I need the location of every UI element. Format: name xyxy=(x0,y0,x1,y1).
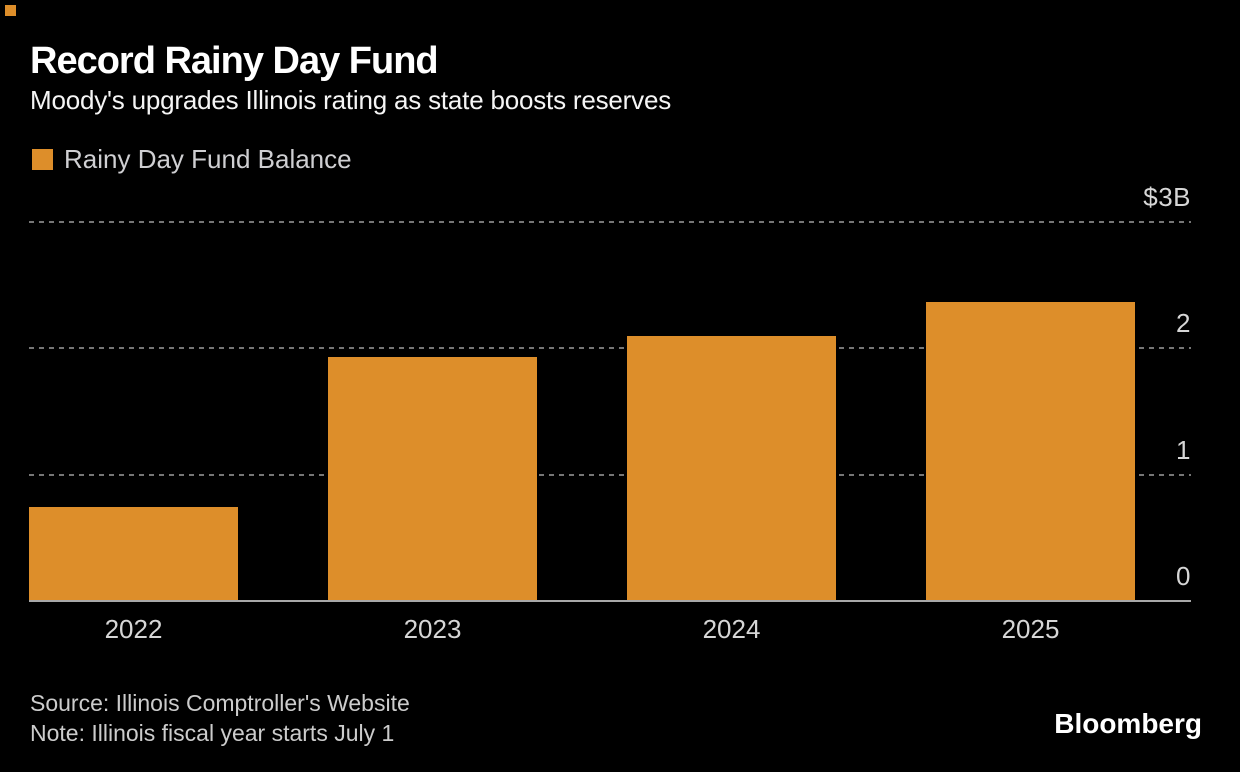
y-tick-label-3: $3B xyxy=(1143,182,1191,212)
y-tick-label-0: 0 xyxy=(1176,561,1191,591)
gridline-3 xyxy=(29,221,1191,223)
bar-2022 xyxy=(29,507,238,600)
bar-2023 xyxy=(328,357,537,600)
y-tick-label-2: 2 xyxy=(1176,308,1191,339)
gridline-1 xyxy=(29,473,1191,476)
y-tick-label-1: 1 xyxy=(1176,434,1191,465)
brand-corner-square xyxy=(5,5,16,16)
x-tick-label-2023: 2023 xyxy=(403,614,462,644)
legend-label: Rainy Day Fund Balance xyxy=(64,144,352,174)
note-line: Note: Illinois fiscal year starts July 1 xyxy=(30,720,395,746)
x-tick-label-2022: 2022 xyxy=(104,614,163,644)
legend-swatch-icon xyxy=(32,148,53,170)
bar-2024 xyxy=(627,336,836,600)
source-line: Source: Illinois Comptroller's Website xyxy=(30,690,410,716)
bloomberg-logo: Bloomberg xyxy=(1054,708,1202,739)
gridline-2 xyxy=(29,347,1191,350)
source-note-block: Source: Illinois Comptroller's Website N… xyxy=(30,688,410,748)
x-tick-label-2025: 2025 xyxy=(1001,614,1060,644)
chart-title: Record Rainy Day Fund xyxy=(30,40,439,82)
chart-subtitle: Moody's upgrades Illinois rating as stat… xyxy=(30,85,671,115)
x-axis-line xyxy=(29,600,1191,602)
plot-area: $3B 2 1 0 2022 2023 2024 2025 xyxy=(29,184,1191,642)
bar-2025 xyxy=(926,302,1135,600)
x-tick-label-2024: 2024 xyxy=(702,614,761,644)
legend: Rainy Day Fund Balance xyxy=(32,146,352,172)
